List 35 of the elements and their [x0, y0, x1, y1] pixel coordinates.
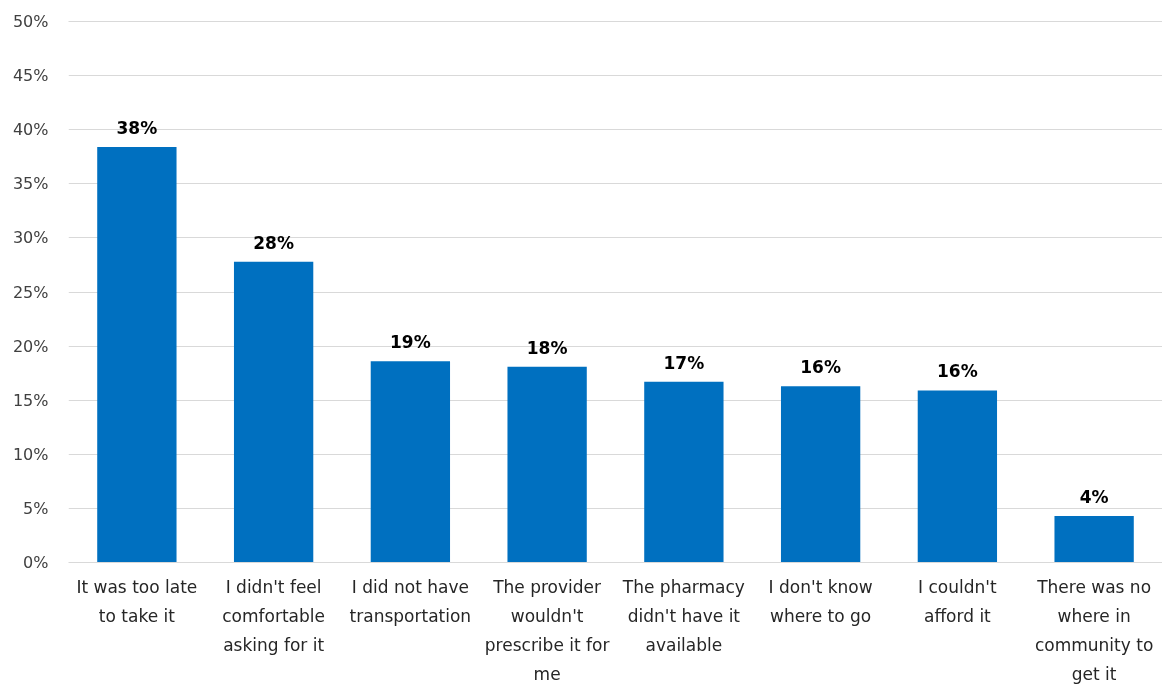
bar [917, 390, 998, 563]
bar [1054, 515, 1134, 563]
y-tick-label: 0% [23, 553, 49, 572]
data-label: 16% [800, 357, 841, 378]
y-tick-label: 40% [12, 120, 49, 140]
bar [97, 147, 177, 563]
y-tick-label: 10% [12, 444, 49, 464]
bar [233, 261, 314, 563]
data-label: 18% [526, 337, 568, 358]
data-label: 19% [390, 332, 431, 353]
bar [507, 366, 587, 563]
y-tick-label: 20% [12, 336, 49, 356]
x-tick-label: The pharmacy didn't have it available [621, 576, 745, 655]
x-tick-label: I didn't feel comfortable asking for it [222, 576, 326, 655]
y-tick-label: 15% [12, 390, 49, 410]
y-tick-label: 50% [12, 12, 49, 31]
bar [780, 386, 861, 563]
x-tick-label: There was no where in community to get it [1034, 576, 1154, 684]
data-label: 38% [116, 118, 158, 139]
y-tick-label: 35% [12, 174, 49, 194]
x-tick-label: I did not have transportation [349, 576, 472, 626]
y-tick-label: 25% [12, 282, 49, 302]
x-tick-label: It was too late to take it [76, 576, 198, 626]
bar [370, 361, 451, 563]
y-tick-label: 45% [12, 66, 49, 86]
x-tick-label: I don't know where to go [768, 576, 873, 626]
data-label: 16% [937, 361, 978, 382]
x-tick-label: The provider wouldn't prescribe it for me [484, 576, 610, 684]
x-tick-label: I couldn't afford it [918, 576, 997, 626]
data-label: 17% [663, 352, 705, 373]
data-label: 4% [1079, 486, 1109, 507]
bar [644, 381, 724, 563]
y-tick-label: 30% [12, 228, 49, 248]
data-label: 28% [253, 232, 294, 253]
y-tick-label: 5% [23, 498, 49, 518]
